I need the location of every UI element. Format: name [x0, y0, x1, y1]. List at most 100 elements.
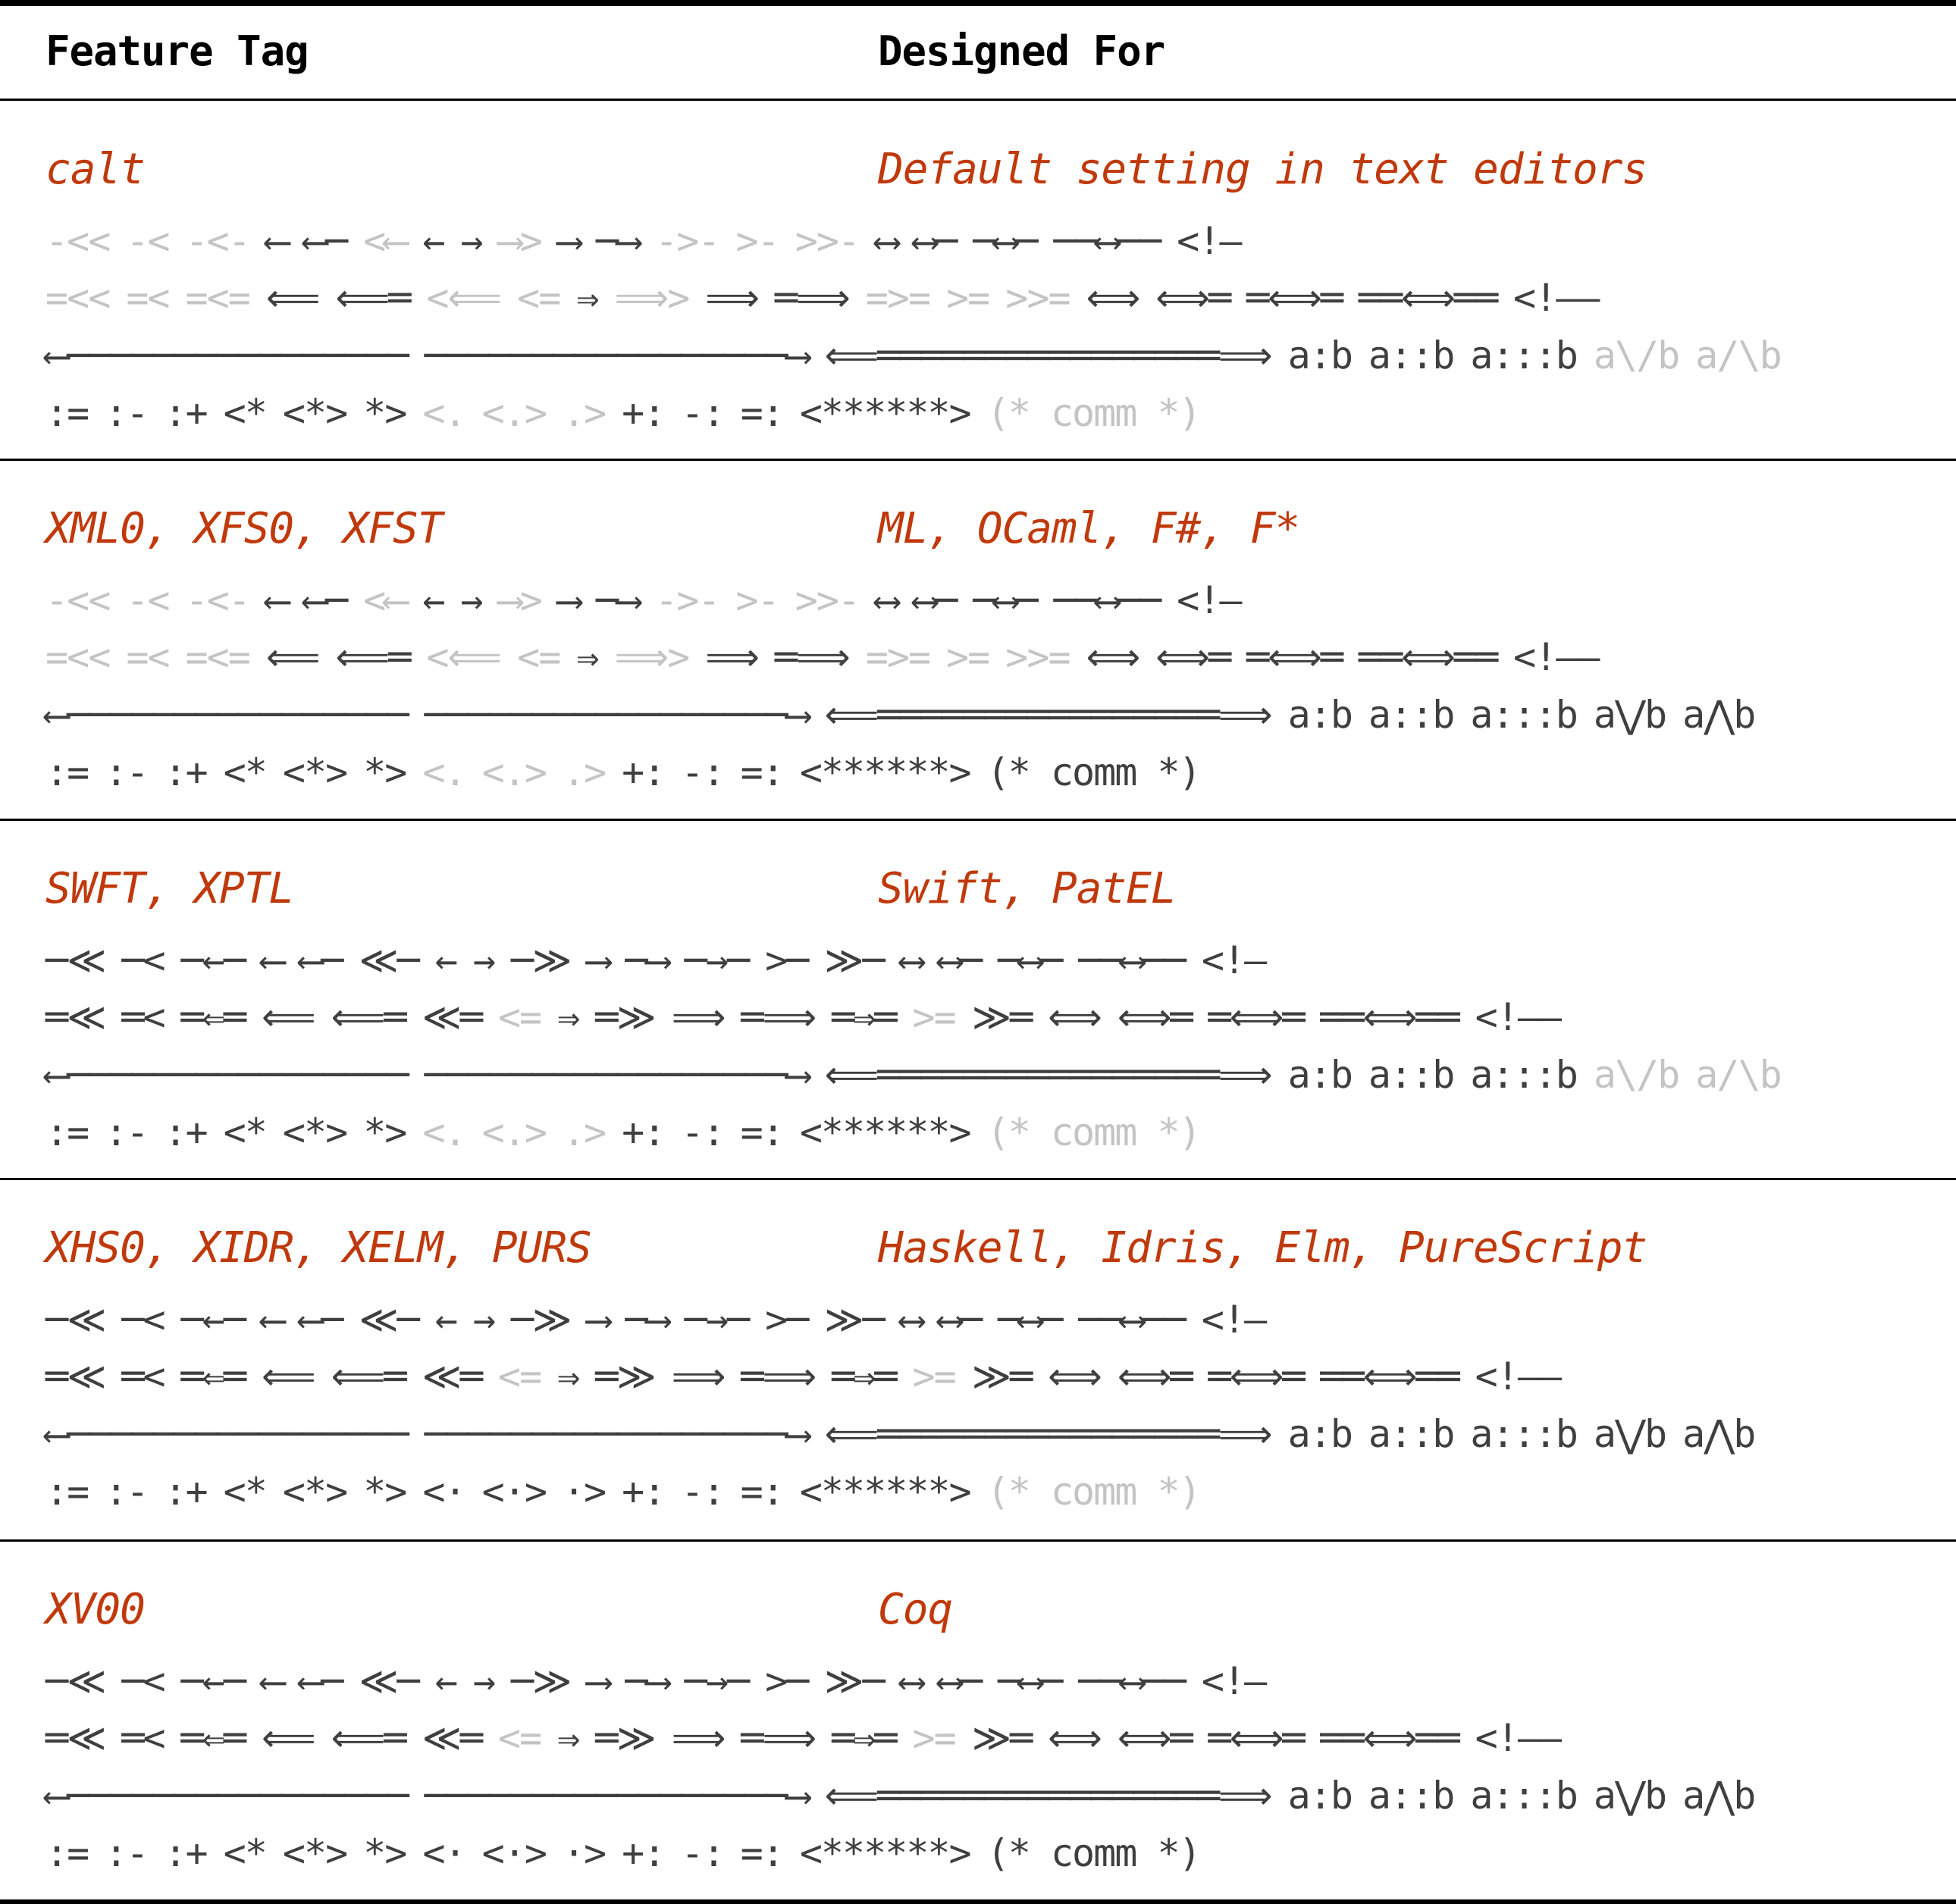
ligature-sample-line: :=:-:+ <* <*> *> <. <.> .> +: -: =: <******> (* com… — [45, 387, 1217, 440]
ligature-sample-active: ─⟷─ — [998, 1659, 1063, 1703]
ligature-sample-line: -<< -< -<- ⟵ ⟵─ <⟵ ← → ⟶> ⟶ ─⟶ ->- >- >>- ⟷ ⟷─ ─⟷─ ──⟷── <… — [45, 574, 1257, 627]
ligature-sample-active: ⟺═ — [1117, 1716, 1193, 1760]
ligature-sample-active: <*> — [282, 1110, 348, 1154]
ligature-sample-inactive: (* comm *) — [986, 391, 1202, 435]
ligature-sample-active: ⟷ — [876, 578, 898, 622]
ligature-sample-active: ·> — [562, 1831, 607, 1875]
ligature-sample-active: ──⟷── — [1078, 1659, 1186, 1703]
ligature-sample-inactive: .> — [562, 750, 607, 794]
ligature-sample-active: ⟶ — [557, 578, 581, 622]
ligature-sample-line: ─≪ ─< ─←─ ⟵ ⟵─ ≪─ ← → ─≫ ⟶ ─⟶ ─→─ >─ ≫─ ⟷ ⟷─ ─⟷─ ──⟷── <!— — [45, 1293, 1282, 1346]
ligature-sample-active: :+ — [164, 1470, 208, 1514]
ligature-sample-active: ─⟶ — [595, 219, 640, 263]
ligature-sample-active: <!—— — [1475, 1354, 1562, 1398]
ligature-sample-active: a:::b — [1470, 1774, 1578, 1818]
ligature-sample-active: ⟺═ — [1117, 1354, 1193, 1398]
designed-for: Haskell, Idris, Elm, PureScript — [878, 1223, 1647, 1273]
ligature-sample-active: ══⟺══ — [1358, 635, 1498, 679]
ligature-sample-active: <!— — [1201, 1659, 1267, 1703]
ligature-sample-active: a:::b — [1470, 693, 1578, 737]
ligature-sample-active: a:b — [1287, 1053, 1353, 1097]
ligature-sample-inactive: =<< — [45, 635, 111, 679]
ligature-sample-active: ⟺ — [1048, 1716, 1102, 1760]
ligature-sample-inactive: >= — [912, 1716, 957, 1760]
ligature-sample-active: ⟷ — [900, 1659, 923, 1703]
ligature-sample-inactive: <⟵ — [363, 219, 407, 263]
ligature-sample-active: ⟸═ — [331, 1354, 407, 1398]
ligature-sample-active: := — [45, 750, 89, 794]
ligature-sample-active: ─< — [121, 1659, 165, 1703]
ligature-sample-active: ─←─ — [180, 1298, 246, 1342]
ligature-sample-active: ≫═ — [971, 1354, 1033, 1398]
ligature-sample-active: ⟺ — [1086, 276, 1141, 320]
designed-for: Default setting in text editors — [878, 145, 1647, 194]
ligature-sample-active: ⟹ — [705, 635, 760, 679]
ligature-sample-inactive: ⟶> — [498, 219, 543, 263]
ligature-sample-active: ⟶ — [587, 938, 610, 982]
ligature-sample-active: ─⟶ — [625, 1298, 669, 1342]
ligature-sample-inactive: <. — [422, 391, 466, 435]
ligature-sample-line: =<< =< =<= ⟸ ⟸═ <⟸ <= ⇒ ⟹> ⟹ ═⟹ =>= >= >>= ⟺ ⟺═ ═⟺═ ══⟺══… — [45, 271, 1615, 324]
row-divider — [0, 819, 1956, 821]
ligature-sample-active: ═⇒═ — [832, 995, 897, 1039]
ligature-sample-active: *> — [363, 391, 407, 435]
ligature-sample-inactive: .> — [562, 391, 607, 435]
row-divider — [0, 1178, 1956, 1180]
ligature-sample-active: a⋁b — [1593, 693, 1667, 737]
ligature-sample-inactive: -<- — [185, 219, 251, 263]
ligature-sample-inactive: <⟵ — [363, 578, 407, 622]
ligature-sample-active: ⇒ — [557, 1716, 580, 1760]
ligature-sample-inactive: a\/b — [1593, 334, 1680, 377]
ligature-sample-inactive: <.> — [481, 750, 547, 794]
ligature-sample-active: a::b — [1368, 1412, 1455, 1456]
ligature-sample-inactive: =<= — [185, 276, 251, 320]
ligature-sample-active: <!— — [1201, 1298, 1267, 1342]
ligature-sample-active: ══⟺══ — [1320, 1716, 1460, 1760]
ligature-sample-active: ─⟷─ — [973, 219, 1038, 263]
ligature-sample-active: ⇒ — [576, 276, 599, 320]
ligature-sample-active: ─≪ — [45, 1659, 106, 1703]
ligature-sample-active: ─≪ — [45, 938, 106, 982]
column-header-feature-tag: Feature Tag — [45, 27, 309, 75]
ligature-sample-line: ⟵──────────────── ─────────────────⟶ ⟸════… — [45, 1769, 1771, 1822]
ligature-sample-active: ═⟺═ — [1208, 1354, 1306, 1398]
ligature-sample-active: ⟸═ — [331, 1716, 407, 1760]
ligature-sample-active: ═≪ — [45, 995, 106, 1039]
ligature-sample-active: <* — [223, 750, 268, 794]
ligature-sample-active: ─≫ — [510, 938, 572, 982]
ligature-sample-active: +: — [622, 1831, 666, 1875]
ligature-sample-active: ─←─ — [180, 938, 246, 982]
ligature-sample-inactive: -<< — [45, 578, 111, 622]
ligature-sample-active: <* — [223, 1470, 268, 1514]
table-bottom-rule — [0, 1899, 1956, 1904]
ligature-sample-active: *> — [363, 1470, 407, 1514]
ligature-sample-line: ═≪ ═< ═⇐═ ⟸ ⟸═ ≪═ <= ⇒ ═≫ ⟹ ═⟹ ═⇒═ >= ≫═ ⟺ ⟺═ ═⟺═ ══⟺══ <!… — [45, 1711, 1577, 1765]
ligature-sample-active: ──⟷── — [1078, 1298, 1186, 1342]
ligature-sample-active: :- — [105, 391, 149, 435]
ligature-sample-active: <!—— — [1475, 1716, 1562, 1760]
ligature-sample-active: :+ — [164, 1110, 208, 1154]
ligature-sample-active: ⟵ — [261, 1298, 284, 1342]
ligature-sample-active: ═≪ — [45, 1716, 106, 1760]
designed-for: Coq — [878, 1585, 953, 1634]
ligature-sample-inactive: =< — [126, 276, 170, 320]
ligature-sample-active: ⟵ — [265, 578, 289, 622]
ligature-sample-active: ⟵─ — [299, 1298, 343, 1342]
ligature-sample-active: ⟵──────────────── — [45, 1774, 409, 1818]
ligature-sample-active: a:b — [1287, 1412, 1353, 1456]
ligature-sample-active: ≫─ — [824, 938, 885, 982]
ligature-sample-active: <·> — [481, 1470, 547, 1514]
ligature-sample-inactive: <= — [497, 1716, 542, 1760]
feature-tag: XHS0, XIDR, XELM, PURS — [45, 1223, 592, 1273]
ligature-sample-active: ═⟹ — [741, 1716, 817, 1760]
ligature-sample-active: =: — [740, 1110, 785, 1154]
ligature-sample-inactive: >= — [912, 995, 957, 1039]
ligature-sample-active: ─→─ — [684, 938, 750, 982]
ligature-sample-active: ═≫ — [595, 1716, 656, 1760]
ligature-sample-active: ═< — [121, 1716, 165, 1760]
ligature-sample-inactive: <. — [422, 750, 466, 794]
ligature-sample-active: ⇒ — [557, 1354, 580, 1398]
ligature-sample-active: -: — [681, 1831, 725, 1875]
ligature-sample-active: <!— — [1177, 219, 1242, 263]
ligature-sample-line: -<< -< -<- ⟵ ⟵─ <⟵ ← → ⟶> ⟶ ─⟶ ->- >- >>- ⟷ ⟷─ ─⟷─ ──⟷── <… — [45, 215, 1257, 268]
